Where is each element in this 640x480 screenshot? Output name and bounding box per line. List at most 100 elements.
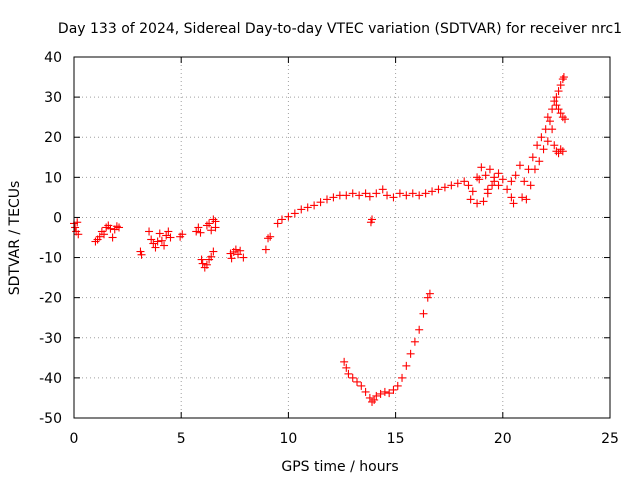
x-tick-label: 25 [601, 431, 619, 447]
data-point [290, 209, 299, 218]
data-point [355, 191, 364, 200]
data-point [340, 357, 349, 366]
chart-title: Day 133 of 2024, Sidereal Day-to-day VTE… [58, 21, 622, 37]
data-point [342, 363, 351, 372]
data-point [554, 149, 563, 158]
data-point [202, 221, 211, 230]
data-point [537, 133, 546, 142]
data-point [194, 223, 203, 232]
data-point [166, 233, 175, 242]
data-point [550, 97, 559, 106]
data-point [522, 195, 531, 204]
data-point [160, 241, 169, 250]
data-point [507, 177, 516, 186]
x-tick-label: 15 [387, 431, 405, 447]
data-point [91, 237, 100, 246]
data-point [408, 189, 417, 198]
y-tick-label: 30 [44, 90, 62, 106]
data-point [157, 236, 166, 245]
data-point [197, 255, 206, 264]
data-point [196, 228, 205, 237]
data-point [402, 361, 411, 370]
data-point [209, 247, 218, 256]
data-point [389, 385, 398, 394]
data-point [398, 373, 407, 382]
x-tick-label: 0 [70, 431, 79, 447]
data-point [372, 189, 381, 198]
data-point [507, 193, 516, 202]
data-point [74, 230, 83, 239]
x-axis-label: GPS time / hours [281, 459, 398, 475]
y-tick-label: -40 [39, 371, 62, 387]
data-point [485, 165, 494, 174]
data-point [494, 169, 503, 178]
data-point [440, 183, 449, 192]
data-point [402, 191, 411, 200]
y-tick-label: -20 [39, 291, 62, 307]
data-point [554, 105, 563, 114]
data-point [211, 223, 220, 232]
data-point [378, 185, 387, 194]
data-point [137, 250, 146, 259]
y-tick-label: 40 [44, 50, 62, 66]
y-tick-label: -30 [39, 331, 62, 347]
data-point [511, 171, 520, 180]
data-point [164, 227, 173, 236]
data-point [423, 293, 432, 302]
data-point [361, 387, 370, 396]
data-point [520, 177, 529, 186]
data-point [473, 199, 482, 208]
data-point [550, 141, 559, 150]
data-point [515, 161, 524, 170]
data-point [71, 223, 80, 232]
data-point [73, 218, 82, 227]
data-point [539, 145, 548, 154]
data-point [297, 205, 306, 214]
data-point [556, 81, 565, 90]
data-point [498, 175, 507, 184]
data-point [95, 232, 104, 241]
data-point [447, 181, 456, 190]
data-point [389, 193, 398, 202]
data-point [277, 215, 286, 224]
data-point [155, 229, 164, 238]
y-tick-label: 10 [44, 170, 62, 186]
data-point [380, 387, 389, 396]
y-tick-label: 20 [44, 130, 62, 146]
y-tick-label: 0 [53, 210, 62, 226]
data-point [494, 181, 503, 190]
data-point [530, 165, 539, 174]
data-point [466, 195, 475, 204]
data-point [464, 181, 473, 190]
data-point [115, 223, 124, 232]
data-point [198, 259, 207, 268]
data-point [475, 175, 484, 184]
data-point [558, 75, 567, 84]
data-point [329, 193, 338, 202]
data-point [393, 381, 402, 390]
data-point [528, 153, 537, 162]
data-point [310, 201, 319, 210]
data-point [419, 309, 428, 318]
data-point [533, 141, 542, 150]
data-point [273, 219, 282, 228]
data-point [100, 230, 109, 239]
data-point [368, 397, 377, 406]
data-point [322, 195, 331, 204]
data-point [395, 189, 404, 198]
data-point [434, 185, 443, 194]
data-point [284, 212, 293, 221]
data-point [178, 230, 187, 239]
data-point [559, 73, 568, 82]
data-point [147, 235, 156, 244]
data-point [207, 252, 216, 261]
x-tick-label: 10 [279, 431, 297, 447]
data-point [372, 391, 381, 400]
data-point [481, 171, 490, 180]
data-point [518, 193, 527, 202]
y-tick-label: -10 [39, 251, 62, 267]
data-point [410, 337, 419, 346]
data-point [227, 254, 236, 263]
data-point [483, 185, 492, 194]
data-point [108, 233, 117, 242]
